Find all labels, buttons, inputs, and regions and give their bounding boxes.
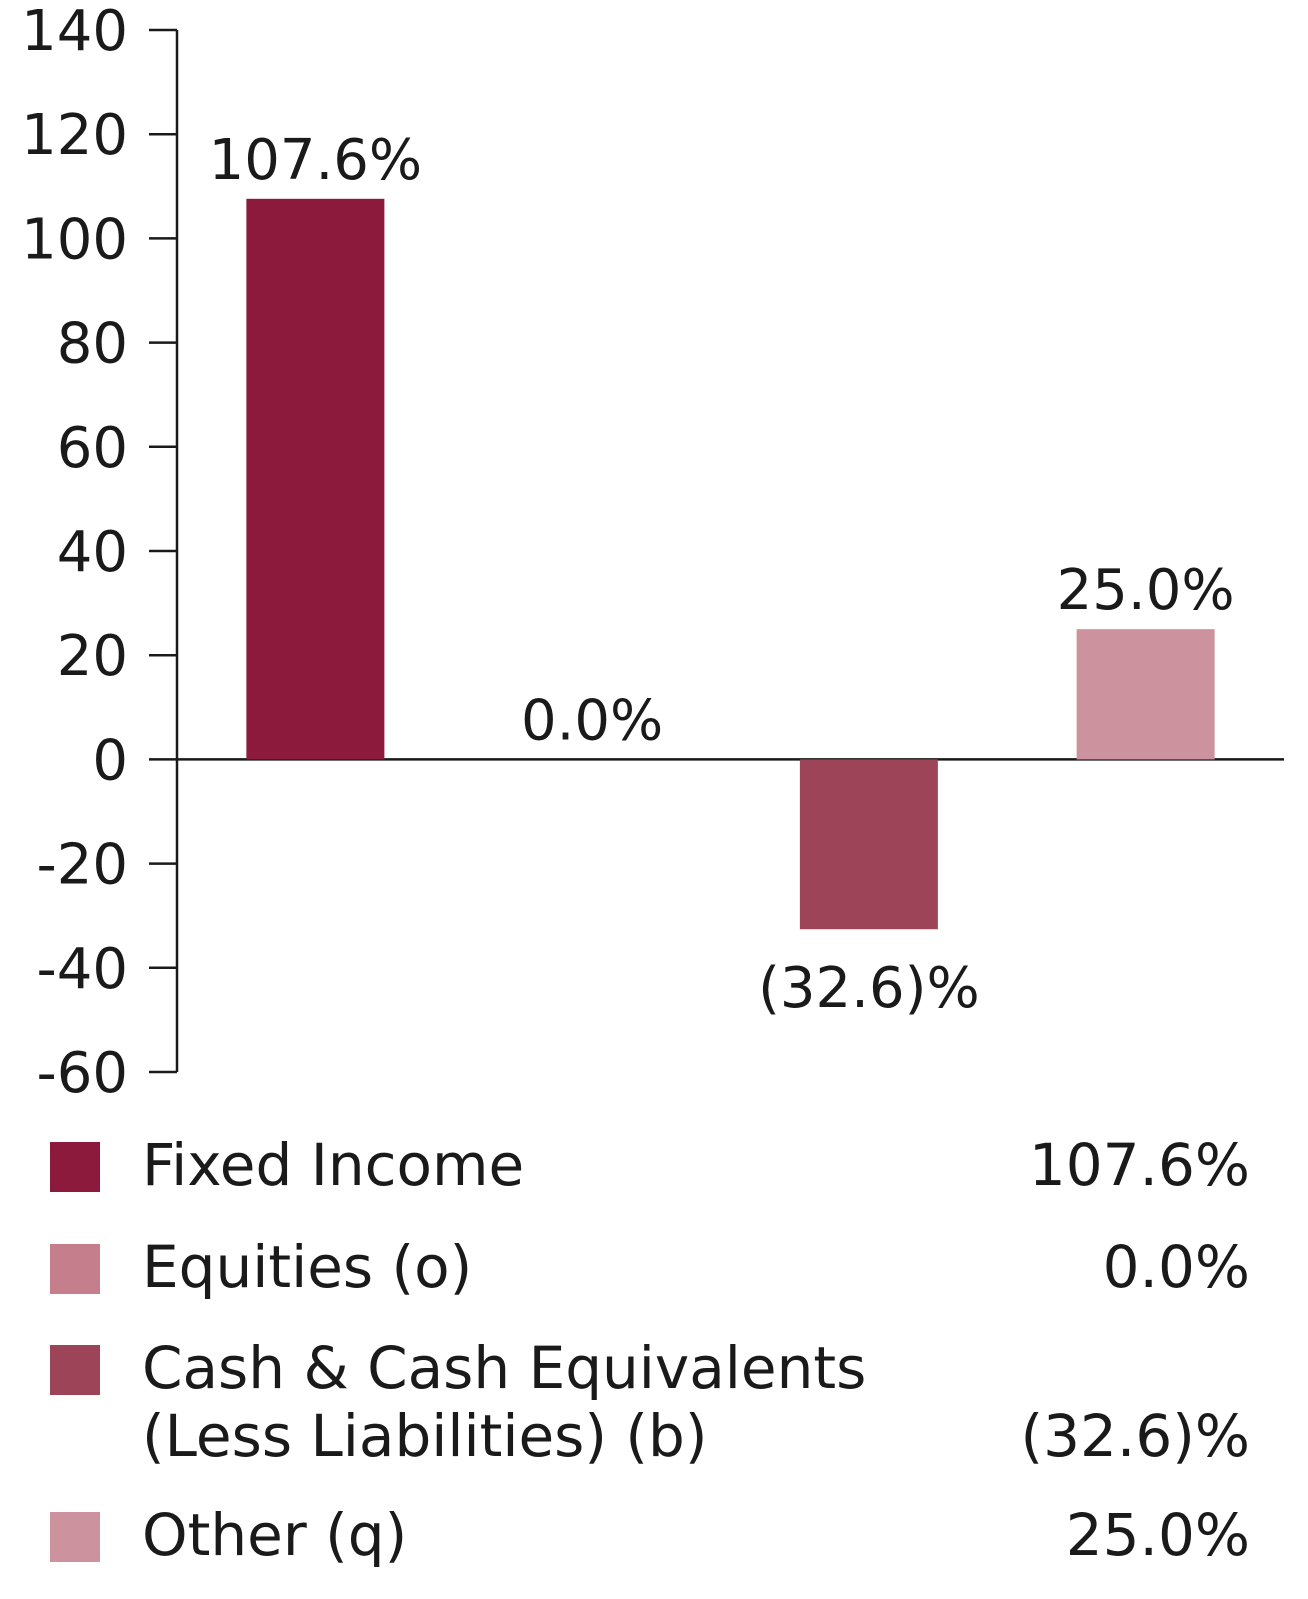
y-tick-label: 80 [57, 312, 128, 377]
bar-chart: 140 120 100 80 60 40 20 0 -20 -40 -60 107.6% 0.0% (3… [21, 0, 1284, 1106]
legend-value-other: 25.0% [1065, 1501, 1250, 1569]
bar [246, 198, 385, 760]
y-tick-label: -60 [37, 1041, 128, 1106]
y-axis: 140 120 100 80 60 40 20 0 -20 -40 -60 [21, 0, 1284, 1106]
bar-data-label: 25.0% [1057, 558, 1235, 623]
y-tick-label: -40 [37, 937, 128, 1002]
y-tick-label: 120 [21, 103, 128, 168]
bar-data-label: 107.6% [209, 128, 423, 193]
bar [799, 759, 938, 930]
legend-label-equities: Equities (o) [142, 1233, 473, 1301]
y-tick-label: 100 [21, 207, 128, 272]
legend-value-fixed-income: 107.6% [1028, 1131, 1250, 1199]
bars [246, 198, 1215, 930]
y-tick-label: 60 [57, 416, 128, 481]
legend-swatch-cash [50, 1345, 100, 1395]
bar-data-label: 0.0% [521, 688, 663, 753]
y-tick-label: 20 [57, 624, 128, 689]
legend-value-cash: (32.6)% [1020, 1402, 1250, 1470]
legend-label-other: Other (q) [142, 1501, 408, 1569]
y-tick-label: -20 [37, 833, 128, 898]
legend-label-cash-line-1: Cash & Cash Equivalents [142, 1334, 867, 1402]
legend-label-fixed-income: Fixed Income [142, 1131, 525, 1199]
data-labels: 107.6% 0.0% (32.6)% 25.0% [209, 128, 1235, 1021]
legend-swatch-fixed-income [50, 1142, 100, 1192]
y-tick-label: 0 [92, 728, 128, 793]
y-tick-label: 40 [57, 520, 128, 585]
bar [1076, 629, 1215, 760]
y-tick-label: 140 [21, 0, 128, 64]
legend-swatch-other [50, 1512, 100, 1562]
legend-value-equities: 0.0% [1102, 1233, 1250, 1301]
legend-label-cash-line-2: (Less Liabilities) (b) [142, 1402, 708, 1470]
legend-swatch-equities [50, 1244, 100, 1294]
bar-data-label: (32.6)% [758, 956, 980, 1021]
